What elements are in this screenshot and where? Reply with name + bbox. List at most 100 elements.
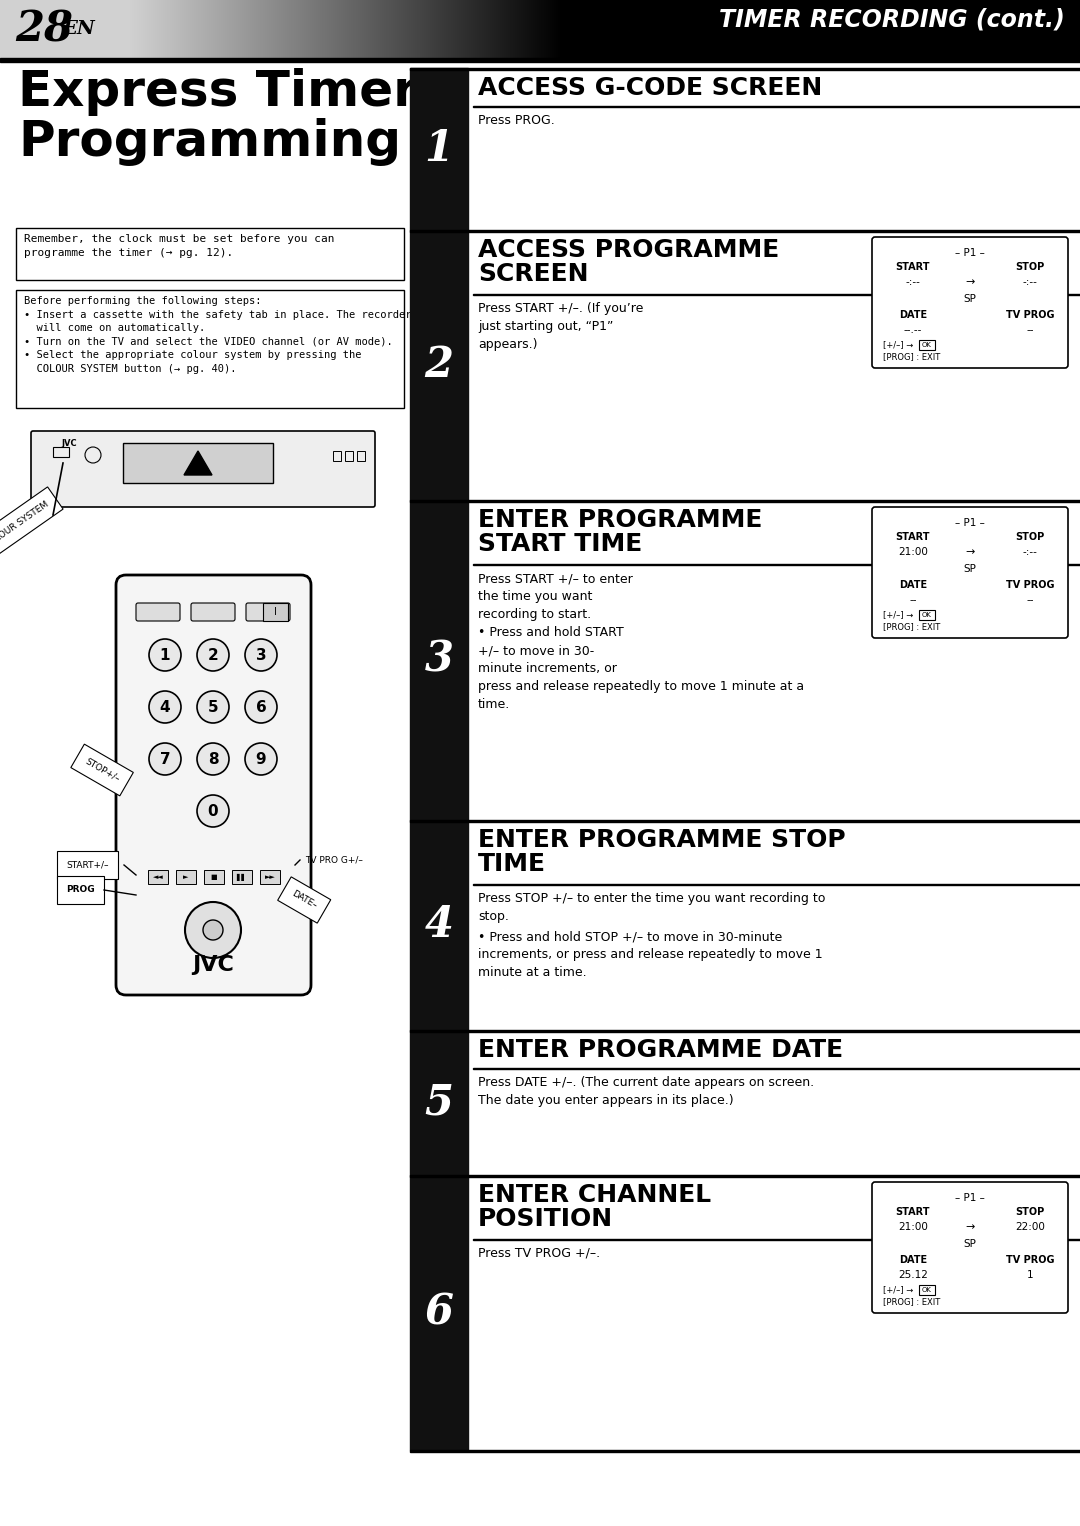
Text: ►: ► bbox=[184, 874, 189, 881]
Text: Press STOP +/– to enter the time you want recording to
stop.: Press STOP +/– to enter the time you wan… bbox=[478, 893, 825, 923]
Text: OK: OK bbox=[922, 342, 932, 348]
Text: ENTER PROGRAMME DATE: ENTER PROGRAMME DATE bbox=[478, 1038, 843, 1062]
Text: 4: 4 bbox=[160, 699, 171, 714]
Text: ◄◄: ◄◄ bbox=[152, 874, 163, 881]
Text: 21:00: 21:00 bbox=[899, 546, 928, 557]
Text: 1: 1 bbox=[160, 647, 171, 662]
Circle shape bbox=[197, 639, 229, 671]
FancyBboxPatch shape bbox=[246, 603, 291, 621]
Text: START: START bbox=[895, 1207, 930, 1218]
Text: SP: SP bbox=[963, 295, 976, 304]
Circle shape bbox=[197, 795, 229, 827]
Text: START: START bbox=[895, 533, 930, 542]
Bar bbox=[333, 452, 341, 461]
Text: SP: SP bbox=[963, 565, 976, 574]
Bar bbox=[410, 819, 468, 1030]
Text: I: I bbox=[273, 607, 276, 617]
Bar bbox=[410, 1175, 468, 1450]
Text: Press TV PROG +/–.: Press TV PROG +/–. bbox=[478, 1247, 600, 1260]
Text: START+/–: START+/– bbox=[66, 861, 108, 870]
Bar bbox=[410, 1030, 468, 1175]
Text: TIMER RECORDING (cont.): TIMER RECORDING (cont.) bbox=[719, 8, 1065, 32]
Text: Press START +/– to enter
the time you want
recording to start.: Press START +/– to enter the time you wa… bbox=[478, 572, 633, 621]
Bar bbox=[204, 870, 224, 884]
Bar bbox=[345, 452, 353, 461]
Text: DATE: DATE bbox=[899, 1254, 927, 1265]
Text: JVC: JVC bbox=[60, 439, 77, 449]
Text: →: → bbox=[966, 1222, 974, 1231]
Text: [PROG] : EXIT: [PROG] : EXIT bbox=[883, 623, 941, 630]
Text: DATE: DATE bbox=[899, 310, 927, 320]
Bar bbox=[919, 340, 935, 349]
Text: STOP: STOP bbox=[1015, 262, 1044, 272]
Text: ENTER CHANNEL
POSITION: ENTER CHANNEL POSITION bbox=[478, 1183, 711, 1231]
Polygon shape bbox=[184, 452, 212, 475]
Text: [PROG] : EXIT: [PROG] : EXIT bbox=[883, 353, 941, 362]
Text: JVC: JVC bbox=[192, 955, 234, 975]
Text: [PROG] : EXIT: [PROG] : EXIT bbox=[883, 1297, 941, 1306]
Text: STOP: STOP bbox=[1015, 533, 1044, 542]
Text: -:--: -:-- bbox=[1023, 546, 1038, 557]
Bar bbox=[260, 870, 280, 884]
Text: SP: SP bbox=[963, 1239, 976, 1248]
Text: ►►: ►► bbox=[265, 874, 275, 881]
Text: ACCESS G-CODE SCREEN: ACCESS G-CODE SCREEN bbox=[478, 76, 822, 101]
Text: [+/–] →: [+/–] → bbox=[883, 1285, 916, 1294]
Bar bbox=[410, 69, 468, 230]
Text: OK: OK bbox=[922, 1286, 932, 1293]
Circle shape bbox=[197, 743, 229, 775]
Text: 22:00: 22:00 bbox=[1015, 1222, 1045, 1231]
FancyBboxPatch shape bbox=[872, 1183, 1068, 1312]
Text: TV PRO G+/–: TV PRO G+/– bbox=[305, 856, 363, 865]
Text: – P1 –: – P1 – bbox=[955, 1193, 985, 1202]
Bar bbox=[0, 58, 1080, 63]
Text: 6: 6 bbox=[424, 1291, 454, 1334]
Text: ENTER PROGRAMME STOP
TIME: ENTER PROGRAMME STOP TIME bbox=[478, 829, 846, 876]
Text: TV PROG: TV PROG bbox=[1005, 580, 1054, 591]
Circle shape bbox=[149, 743, 181, 775]
Text: 1: 1 bbox=[424, 128, 454, 169]
Text: TV PROG: TV PROG bbox=[1005, 310, 1054, 320]
Bar bbox=[148, 870, 168, 884]
Text: Before performing the following steps:
• Insert a cassette with the safety tab i: Before performing the following steps: •… bbox=[24, 296, 411, 374]
Text: 0: 0 bbox=[207, 804, 218, 818]
Text: 6: 6 bbox=[256, 699, 267, 714]
Text: – P1 –: – P1 – bbox=[955, 517, 985, 528]
Bar bbox=[123, 443, 273, 484]
Text: DATE–: DATE– bbox=[291, 890, 319, 911]
Text: ■: ■ bbox=[211, 874, 217, 881]
Text: 5: 5 bbox=[207, 699, 218, 714]
Text: -:--: -:-- bbox=[1023, 278, 1038, 287]
Text: – P1 –: – P1 – bbox=[955, 249, 985, 258]
Text: --.--: --.-- bbox=[904, 325, 922, 336]
Bar bbox=[919, 610, 935, 620]
Text: Remember, the clock must be set before you can
programme the timer (→ pg. 12).: Remember, the clock must be set before y… bbox=[24, 233, 335, 258]
Bar bbox=[53, 447, 69, 456]
Circle shape bbox=[203, 920, 222, 940]
Text: →: → bbox=[966, 278, 974, 287]
Text: PROG: PROG bbox=[66, 885, 95, 894]
Bar bbox=[232, 870, 252, 884]
Text: Press START +/–. (If you’re
just starting out, “P1”
appears.): Press START +/–. (If you’re just startin… bbox=[478, 302, 644, 351]
Text: 1: 1 bbox=[1027, 1270, 1034, 1280]
Text: 8: 8 bbox=[207, 751, 218, 766]
Text: Press PROG.: Press PROG. bbox=[478, 114, 555, 127]
Text: • Press and hold START
+/– to move in 30-
minute increments, or
press and releas: • Press and hold START +/– to move in 30… bbox=[478, 626, 805, 711]
Circle shape bbox=[197, 691, 229, 723]
Text: START: START bbox=[895, 262, 930, 272]
Text: Express Timer
Programming: Express Timer Programming bbox=[18, 69, 418, 166]
Bar bbox=[919, 1285, 935, 1296]
Text: ENTER PROGRAMME
START TIME: ENTER PROGRAMME START TIME bbox=[478, 508, 762, 555]
Text: →: → bbox=[966, 546, 974, 557]
Text: • Press and hold STOP +/– to move in 30-minute
increments, or press and release : • Press and hold STOP +/– to move in 30-… bbox=[478, 929, 823, 980]
Bar bbox=[410, 501, 468, 819]
Circle shape bbox=[245, 691, 276, 723]
Text: 21:00: 21:00 bbox=[899, 1222, 928, 1231]
Text: 25.12: 25.12 bbox=[899, 1270, 928, 1280]
Text: STOP: STOP bbox=[1015, 1207, 1044, 1218]
FancyBboxPatch shape bbox=[31, 430, 375, 507]
Text: 3: 3 bbox=[256, 647, 267, 662]
Text: [+/–] →: [+/–] → bbox=[883, 610, 916, 620]
Bar bbox=[176, 870, 195, 884]
FancyBboxPatch shape bbox=[136, 603, 180, 621]
